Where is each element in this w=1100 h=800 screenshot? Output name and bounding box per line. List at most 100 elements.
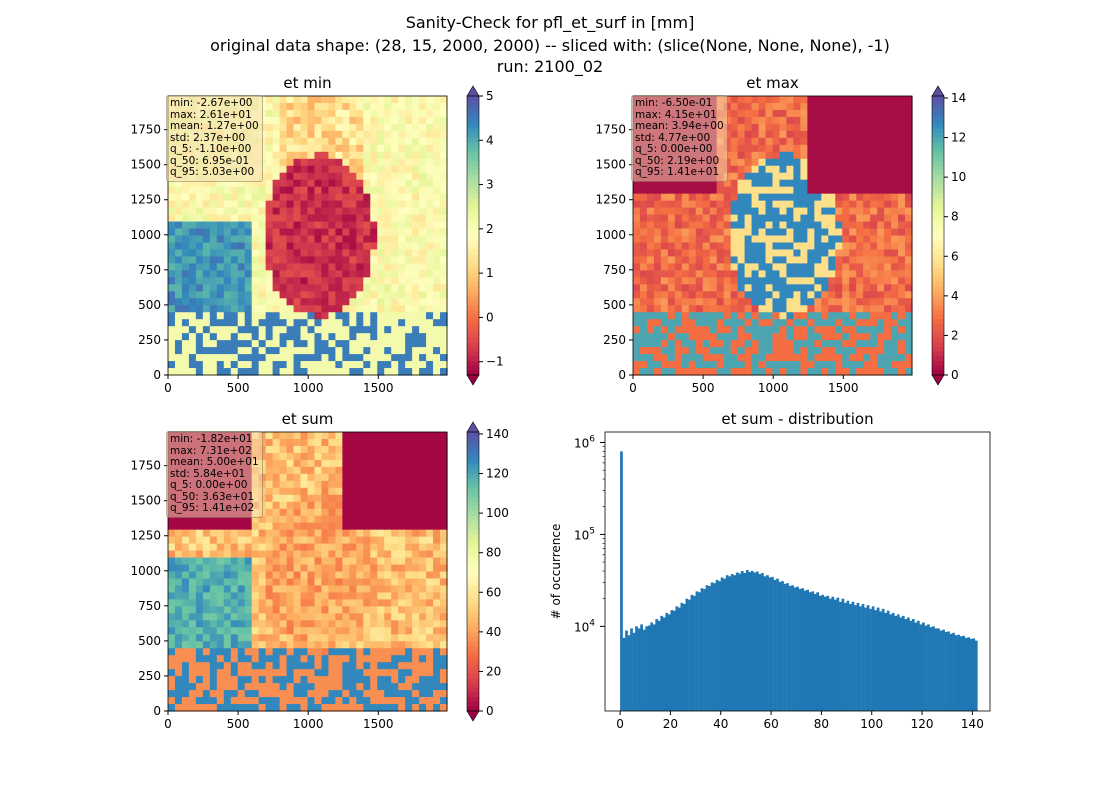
heatmap-cell (174, 207, 183, 216)
colorbar-segment (467, 291, 479, 297)
heatmap-cell (398, 298, 406, 306)
heatmap-cell (195, 284, 204, 292)
heatmap-cell (349, 508, 357, 517)
heatmap-cell (328, 249, 336, 258)
heatmap-cell (342, 179, 350, 188)
heatmap-cell (793, 193, 801, 202)
heatmap-cell (265, 347, 274, 355)
heatmap-cell (891, 235, 899, 244)
heatmap-cell (272, 277, 281, 285)
heatmap-cell (835, 200, 843, 209)
heatmap-cell (440, 235, 448, 244)
heatmap-cell (863, 326, 871, 334)
heatmap-cell (335, 606, 343, 614)
heatmap-cell (891, 123, 899, 132)
heatmap-cell (307, 634, 316, 642)
heatmap-cell (335, 361, 343, 369)
heatmap-cell (765, 326, 774, 334)
heatmap-cell (433, 228, 441, 237)
heatmap-cell (440, 263, 448, 271)
heatmap-cell (828, 102, 836, 111)
heatmap-cell (370, 116, 378, 125)
heatmap-cell (419, 249, 427, 258)
heatmap-cell (342, 592, 350, 600)
heatmap-cell (237, 228, 246, 237)
heatmap-cell (356, 494, 364, 503)
heatmap-cell (356, 109, 364, 118)
heatmap-cell (751, 172, 760, 181)
heatmap-cell (321, 102, 330, 111)
heatmap-cell (174, 683, 183, 691)
heatmap-cell (272, 662, 281, 670)
heatmap-cell (272, 200, 281, 209)
heatmap-cell (440, 256, 448, 264)
heatmap-cell (370, 130, 378, 139)
heatmap-cell (898, 319, 906, 327)
heatmap-cell (426, 277, 434, 285)
heatmap-cell (356, 368, 364, 376)
heatmap-cell (772, 186, 781, 195)
heatmap-cell (660, 305, 669, 313)
heatmap-cell (391, 508, 399, 517)
heatmap-cell (279, 557, 288, 566)
heatmap-cell (702, 242, 711, 251)
heatmap-cell (779, 158, 788, 167)
heatmap-cell (821, 144, 829, 153)
heatmap-cell (342, 543, 350, 552)
heatmap-cell (349, 298, 357, 306)
heatmap-cell (426, 270, 434, 278)
heatmap-cell (188, 200, 197, 209)
heatmap-cell (884, 368, 892, 376)
heatmap-cell (884, 347, 892, 355)
heatmap-cell (321, 333, 330, 341)
heatmap-cell (363, 165, 371, 174)
heatmap-cell (828, 368, 836, 376)
heatmap-cell (335, 235, 343, 244)
colorbar-segment (932, 216, 944, 223)
heatmap-cell (335, 585, 343, 594)
heatmap-cell (342, 676, 350, 684)
heatmap-cell (391, 571, 399, 580)
heatmap-cell (223, 242, 232, 251)
heatmap-cell (419, 256, 427, 264)
heatmap-cell (370, 529, 378, 538)
heatmap-cell (772, 165, 781, 174)
heatmap-cell (646, 242, 655, 251)
heatmap-cell (363, 557, 371, 566)
heatmap-cell (405, 354, 413, 362)
heatmap-cell (356, 648, 364, 656)
heatmap-cell (751, 249, 760, 258)
heatmap-cell (765, 235, 774, 244)
heatmap-cell (660, 242, 669, 251)
heatmap-cell (258, 228, 267, 237)
heatmap-cell (814, 361, 822, 369)
heatmap-cell (335, 221, 343, 230)
heatmap-cell (272, 214, 281, 223)
heatmap-cell (730, 284, 739, 292)
heatmap-cell (405, 179, 413, 188)
heatmap-cell (377, 459, 385, 468)
heatmap-cell (223, 228, 232, 237)
heatmap-cell (168, 676, 176, 684)
heatmap-cell (440, 284, 448, 292)
heatmap-cell (244, 585, 253, 594)
heatmap-cell (419, 445, 427, 454)
heatmap-cell (793, 354, 801, 362)
heatmap-cell (307, 641, 316, 649)
heatmap-cell (772, 347, 781, 355)
heatmap-cell (433, 648, 441, 656)
heatmap-cell (793, 242, 801, 251)
heatmap-cell (898, 179, 906, 188)
heatmap-cell (363, 319, 371, 327)
heatmap-cell (209, 669, 218, 677)
heatmap-cell (349, 284, 357, 292)
heatmap-cell (800, 298, 808, 306)
heatmap-cell (440, 480, 448, 489)
heatmap-cell (653, 354, 662, 362)
heatmap-cell (335, 354, 343, 362)
heatmap-cell (426, 186, 434, 195)
heatmap-cell (265, 305, 274, 313)
heatmap-cell (349, 116, 357, 125)
heatmap-cell (370, 165, 378, 174)
heatmap-cell (328, 144, 336, 153)
